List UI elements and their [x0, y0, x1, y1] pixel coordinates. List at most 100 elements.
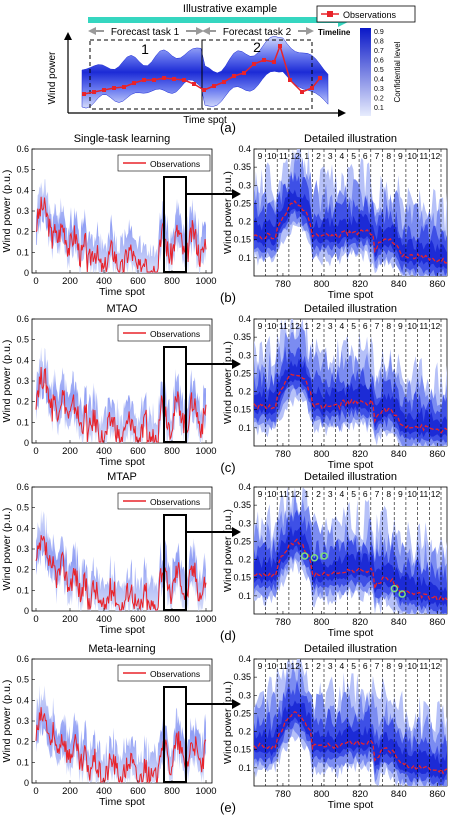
zoom-box	[163, 346, 187, 443]
hour-label: 12	[290, 489, 300, 499]
hour-label: 5	[351, 661, 356, 671]
observation-marker	[132, 81, 136, 85]
right-observation-line	[253, 199, 448, 264]
right-xlabel: Time spot	[328, 627, 374, 639]
right-xtick-label: 780	[275, 449, 291, 460]
right-plot-title: Detailed illustration	[304, 471, 397, 483]
left-ytick-label: 0.6	[16, 144, 29, 154]
left-xtick-label: 1000	[195, 614, 216, 625]
observation-marker	[232, 74, 236, 78]
right-xtick-label: 860	[429, 449, 445, 460]
hour-label: 12	[290, 151, 300, 161]
left-ytick-label: 0.4	[16, 185, 29, 195]
right-ytick-label: 0.2	[238, 555, 251, 565]
right-xtick-label: 860	[429, 789, 445, 800]
left-ytick-label: 0.6	[16, 482, 29, 492]
observation-marker	[92, 90, 96, 94]
hour-label: 2	[316, 151, 321, 161]
left-observation-line	[35, 366, 207, 444]
hour-label: 3	[328, 321, 333, 331]
colorbar-tick-label: 0.9	[374, 29, 384, 36]
observation-marker	[318, 76, 322, 80]
right-ytick-label: 0.3	[238, 690, 251, 700]
hour-label: 11	[279, 661, 288, 671]
zoom-arrowhead-icon	[232, 527, 241, 537]
hour-label: 10	[407, 661, 417, 671]
right-xtick-label: 780	[275, 279, 291, 290]
left-ytick-label: 0.3	[16, 544, 29, 554]
left-ytick-label: 0	[24, 606, 29, 616]
right-xtick-label: 800	[314, 789, 330, 800]
hour-label: 6	[363, 661, 368, 671]
observation-marker	[192, 82, 196, 86]
left-plot-title: Meta-learning	[88, 643, 155, 655]
left-xtick-label: 800	[164, 614, 180, 625]
right-xtick-label: 840	[391, 789, 407, 800]
right-ylabel: Wind power (p.u.)	[222, 171, 234, 254]
panel-a-uncertainty-band	[81, 36, 329, 109]
hour-label: 2	[316, 661, 321, 671]
panel-a-x-arrow-icon	[338, 109, 346, 117]
right-xlabel: Time spot	[328, 799, 374, 811]
hour-label: 9	[398, 489, 403, 499]
right-ytick-label: 0.35	[233, 162, 251, 172]
hour-label: 11	[279, 321, 288, 331]
hour-label: 9	[258, 321, 263, 331]
right-ylabel: Wind power (p.u.)	[222, 681, 234, 764]
left-plot-title: MTAP	[107, 471, 137, 483]
task1-left-arrowhead-icon	[88, 27, 96, 35]
right-xtick-label: 800	[314, 617, 330, 628]
left-legend-label: Observations	[150, 159, 200, 169]
left-ytick-label: 0.1	[16, 585, 29, 595]
legend-marker-icon	[327, 11, 333, 17]
panel-a-legend	[316, 5, 416, 23]
right-ytick-label: 0.3	[238, 180, 251, 190]
left-ytick-label: 0.2	[16, 737, 29, 747]
right-observation-line	[253, 538, 448, 602]
left-ytick-label: 0.6	[16, 654, 29, 664]
colorbar-tick-label: 0.5	[374, 67, 384, 74]
right-xlabel: Time spot	[328, 289, 374, 301]
right-observation-line	[253, 710, 448, 775]
right-xtick-label: 800	[314, 449, 330, 460]
left-xtick-label: 600	[130, 786, 146, 797]
right-ytick-label: 0.25	[233, 198, 251, 208]
left-ylabel: Wind power (p.u.)	[1, 508, 13, 591]
hour-label: 6	[363, 151, 368, 161]
zoom-arrowhead-icon	[232, 699, 241, 709]
observation-marker	[222, 80, 226, 84]
hour-label: 11	[419, 489, 428, 499]
left-ytick-label: 0.2	[16, 565, 29, 575]
panel-tag: (c)	[220, 460, 235, 475]
left-ylabel: Wind power (p.u.)	[1, 340, 13, 423]
right-xlabel: Time spot	[328, 459, 374, 471]
task1-right-arrowhead-icon	[196, 27, 204, 35]
left-ylabel: Wind power (p.u.)	[1, 680, 13, 763]
hour-label: 5	[351, 151, 356, 161]
panel-a: Illustrative example Forecast task 1 For…	[47, 3, 416, 135]
observation-marker	[300, 90, 304, 94]
right-xtick-label: 840	[391, 617, 407, 628]
hour-label: 7	[375, 661, 380, 671]
panel-a-y-arrow-icon	[64, 32, 72, 40]
left-xtick-label: 200	[62, 446, 78, 457]
left-xtick-label: 600	[130, 446, 146, 457]
hour-label: 4	[340, 661, 345, 671]
hour-label: 3	[328, 661, 333, 671]
hour-label: 11	[419, 321, 428, 331]
hour-label: 12	[431, 321, 441, 331]
task1-number: 1	[141, 41, 149, 57]
right-plot-title: Detailed illustration	[304, 303, 397, 315]
right-ytick-label: 0.1	[238, 763, 251, 773]
left-ytick-label: 0.4	[16, 355, 29, 365]
hour-label: 2	[316, 489, 321, 499]
hour-label: 11	[279, 151, 288, 161]
right-ytick-label: 0.4	[238, 482, 251, 492]
left-xlabel: Time spot	[99, 624, 145, 636]
highlight-marker	[300, 552, 309, 560]
hour-label: 10	[407, 489, 417, 499]
left-xtick-label: 800	[164, 276, 180, 287]
left-ytick-label: 0.1	[16, 757, 29, 767]
panel-tag: (b)	[220, 290, 236, 305]
hour-label: 3	[328, 151, 333, 161]
